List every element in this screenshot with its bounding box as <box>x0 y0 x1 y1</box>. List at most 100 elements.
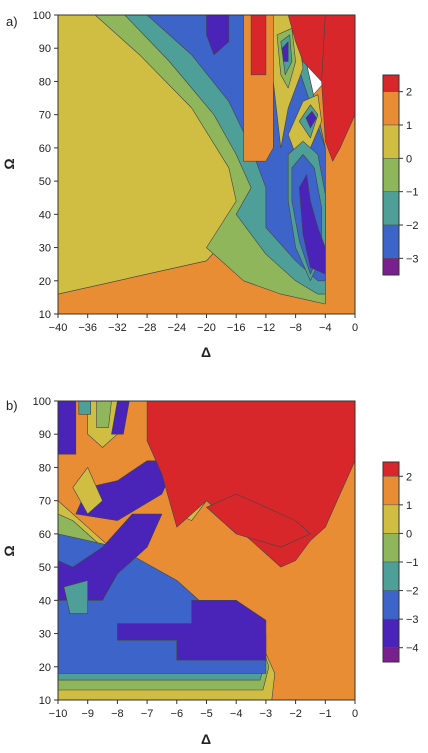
x-tick-label: −10 <box>49 708 68 720</box>
legend-tick-label: −2 <box>406 586 419 598</box>
x-tick-label: −4 <box>230 708 243 720</box>
y-tick-label: 60 <box>39 529 51 541</box>
panel-a-label: a) <box>6 14 18 29</box>
y-tick-label: 30 <box>39 629 51 641</box>
y-tick-label: 40 <box>39 209 51 221</box>
legend-color-band <box>382 74 400 92</box>
y-tick-label: 60 <box>39 143 51 155</box>
x-tick-label: −8 <box>289 322 302 334</box>
contour-region-red <box>321 15 355 162</box>
legend-tick-label: 2 <box>406 471 412 483</box>
legend-color-band <box>382 618 400 648</box>
x-tick-label: −5 <box>200 708 213 720</box>
y-tick-label: 80 <box>39 462 51 474</box>
y-tick-label: 70 <box>39 110 51 122</box>
y-tick-label: 70 <box>39 496 51 508</box>
x-tick-label: −20 <box>197 322 216 334</box>
panel-a-contour-regions <box>58 15 355 314</box>
y-tick-label: 20 <box>39 276 51 288</box>
contour-region-indigo <box>305 111 317 129</box>
x-tick-label: −24 <box>167 322 186 334</box>
y-tick-label: 90 <box>39 429 51 441</box>
legend-tick-label: −3 <box>406 253 419 265</box>
legend-tick-label: 2 <box>406 87 412 99</box>
panel-b-x-axis-label: Δ <box>201 731 211 747</box>
y-tick-label: 20 <box>39 662 51 674</box>
contour-region-indigo <box>75 460 178 521</box>
contour-region-yellow <box>72 467 103 515</box>
contour-region-indigo <box>298 174 326 275</box>
legend-frame <box>382 74 400 276</box>
x-tick-label: 0 <box>352 322 358 334</box>
y-tick-label: 10 <box>39 695 51 707</box>
legend-tick-label: 0 <box>406 528 412 540</box>
panel-b-x-ticks: −10 −9 −8 −7 −6 −5 −4 −3 −2 −1 0 <box>49 700 358 720</box>
y-tick-label: 100 <box>33 10 51 22</box>
y-tick-label: 50 <box>39 562 51 574</box>
x-tick-label: −3 <box>260 708 273 720</box>
y-tick-label: 90 <box>39 43 51 55</box>
y-tick-label: 100 <box>33 396 51 408</box>
x-tick-label: −28 <box>138 322 157 334</box>
x-tick-label: −4 <box>319 322 332 334</box>
legend-color-band <box>382 476 400 506</box>
panel-b-contour-regions <box>58 401 355 700</box>
y-tick-label: 40 <box>39 595 51 607</box>
panel-a-legend: 2 1 0 −1 −2 −3 <box>382 74 419 276</box>
panel-a-y-axis-label: Ω <box>1 158 17 169</box>
x-tick-label: −36 <box>78 322 97 334</box>
y-tick-label: 50 <box>39 176 51 188</box>
x-tick-label: −7 <box>141 708 154 720</box>
x-tick-label: −16 <box>227 322 246 334</box>
panel-b-legend: 2 1 0 −1 −2 −3 −4 <box>382 461 419 663</box>
legend-color-band <box>382 647 400 663</box>
contour-region-green <box>96 401 112 428</box>
legend-color-band <box>382 158 400 192</box>
x-tick-label: −32 <box>108 322 127 334</box>
x-tick-label: −8 <box>111 708 124 720</box>
panel-b-y-ticks: 10 20 30 40 50 60 70 80 90 100 <box>33 396 58 707</box>
legend-tick-label: −3 <box>406 614 419 626</box>
contour-region-teal <box>63 580 88 614</box>
x-tick-label: −1 <box>319 708 332 720</box>
legend-color-band <box>382 91 400 126</box>
legend-tick-label: 1 <box>406 120 412 132</box>
legend-color-band <box>382 224 400 259</box>
legend-tick-label: −2 <box>406 220 419 232</box>
legend-tick-label: 1 <box>406 500 412 512</box>
legend-color-band <box>382 504 400 534</box>
legend-color-band <box>382 191 400 226</box>
legend-color-band <box>382 561 400 591</box>
contour-region-indigo <box>58 401 77 455</box>
panel-a-x-ticks: −40 −36 −32 −28 −24 −20 −16 −12 −8 −4 0 <box>49 314 358 334</box>
x-tick-label: −6 <box>171 708 184 720</box>
contour-region-indigo <box>58 513 163 601</box>
contour-region-teal <box>78 401 91 415</box>
contour-region-indigo <box>117 599 267 661</box>
legend-tick-label: −4 <box>406 643 419 655</box>
x-tick-label: −40 <box>49 322 68 334</box>
panel-b-label: b) <box>6 398 18 413</box>
y-tick-label: 30 <box>39 243 51 255</box>
contour-region-indigo <box>206 15 230 56</box>
y-tick-label: 80 <box>39 76 51 88</box>
panel-a-y-ticks: 10 20 30 40 50 60 70 80 90 100 <box>33 10 58 321</box>
x-tick-label: −12 <box>257 322 276 334</box>
legend-tick-label: −1 <box>406 187 419 199</box>
contour-region-indigo <box>111 401 130 435</box>
panel-b-y-axis-label: Ω <box>1 545 17 556</box>
x-tick-label: 0 <box>352 708 358 720</box>
panel-a: a) −40 −36 −32 −28 −24 −20 −16 −12 −8 −4 0 1020304… <box>1 10 419 360</box>
legend-color-band <box>382 533 400 563</box>
y-tick-label: 10 <box>39 309 51 321</box>
panel-a-x-axis-label: Δ <box>201 344 211 360</box>
legend-color-band <box>382 590 400 620</box>
contour-region-red <box>250 15 267 76</box>
legend-color-band <box>382 461 400 477</box>
legend-color-band <box>382 124 400 159</box>
contour-region-red <box>206 493 311 548</box>
contour-region-indigo <box>281 41 289 62</box>
contour-region-red <box>146 401 355 568</box>
legend-tick-label: 0 <box>406 153 412 165</box>
